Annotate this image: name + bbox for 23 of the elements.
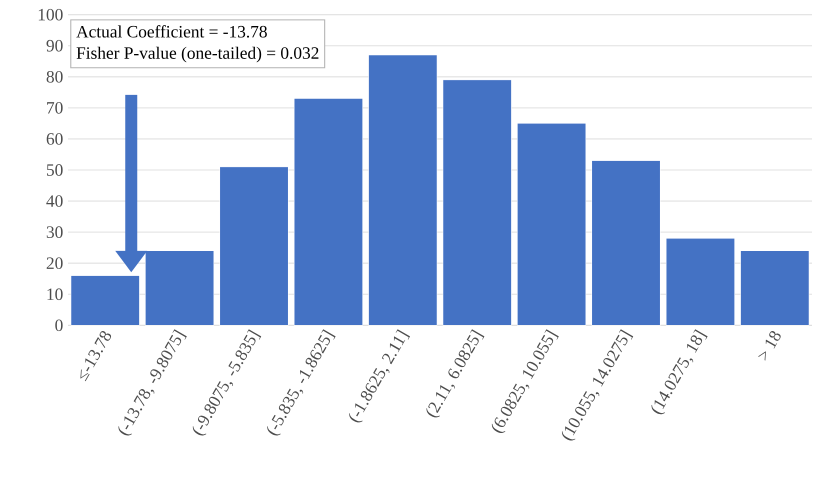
bar (592, 160, 660, 326)
y-tick-label: 0 (55, 319, 63, 332)
bar (442, 80, 512, 326)
bar (294, 98, 363, 326)
y-tick-label: 100 (38, 8, 63, 21)
bar (517, 123, 586, 326)
y-tick-label: 40 (46, 195, 63, 207)
bar (666, 238, 735, 326)
x-tick-label: > 18 (758, 331, 781, 361)
y-tick-label: 90 (46, 40, 63, 52)
y-tick-label: 20 (46, 257, 63, 270)
bar (368, 54, 438, 326)
y-tick-label: 10 (47, 288, 63, 300)
annotation: Actual Coefficient = -13.78 (76, 25, 267, 38)
bar (70, 275, 140, 326)
y-tick-label: 70 (47, 102, 63, 114)
y-tick-label: 60 (46, 133, 63, 145)
y-tick-label: 30 (46, 226, 63, 238)
bar (220, 166, 288, 326)
annotation: Fisher P-value (one-tailed) = 0.032 (76, 46, 318, 62)
y-tick-label: 80 (46, 70, 63, 83)
y-tick-label: 50 (46, 164, 63, 176)
bar (740, 250, 810, 326)
